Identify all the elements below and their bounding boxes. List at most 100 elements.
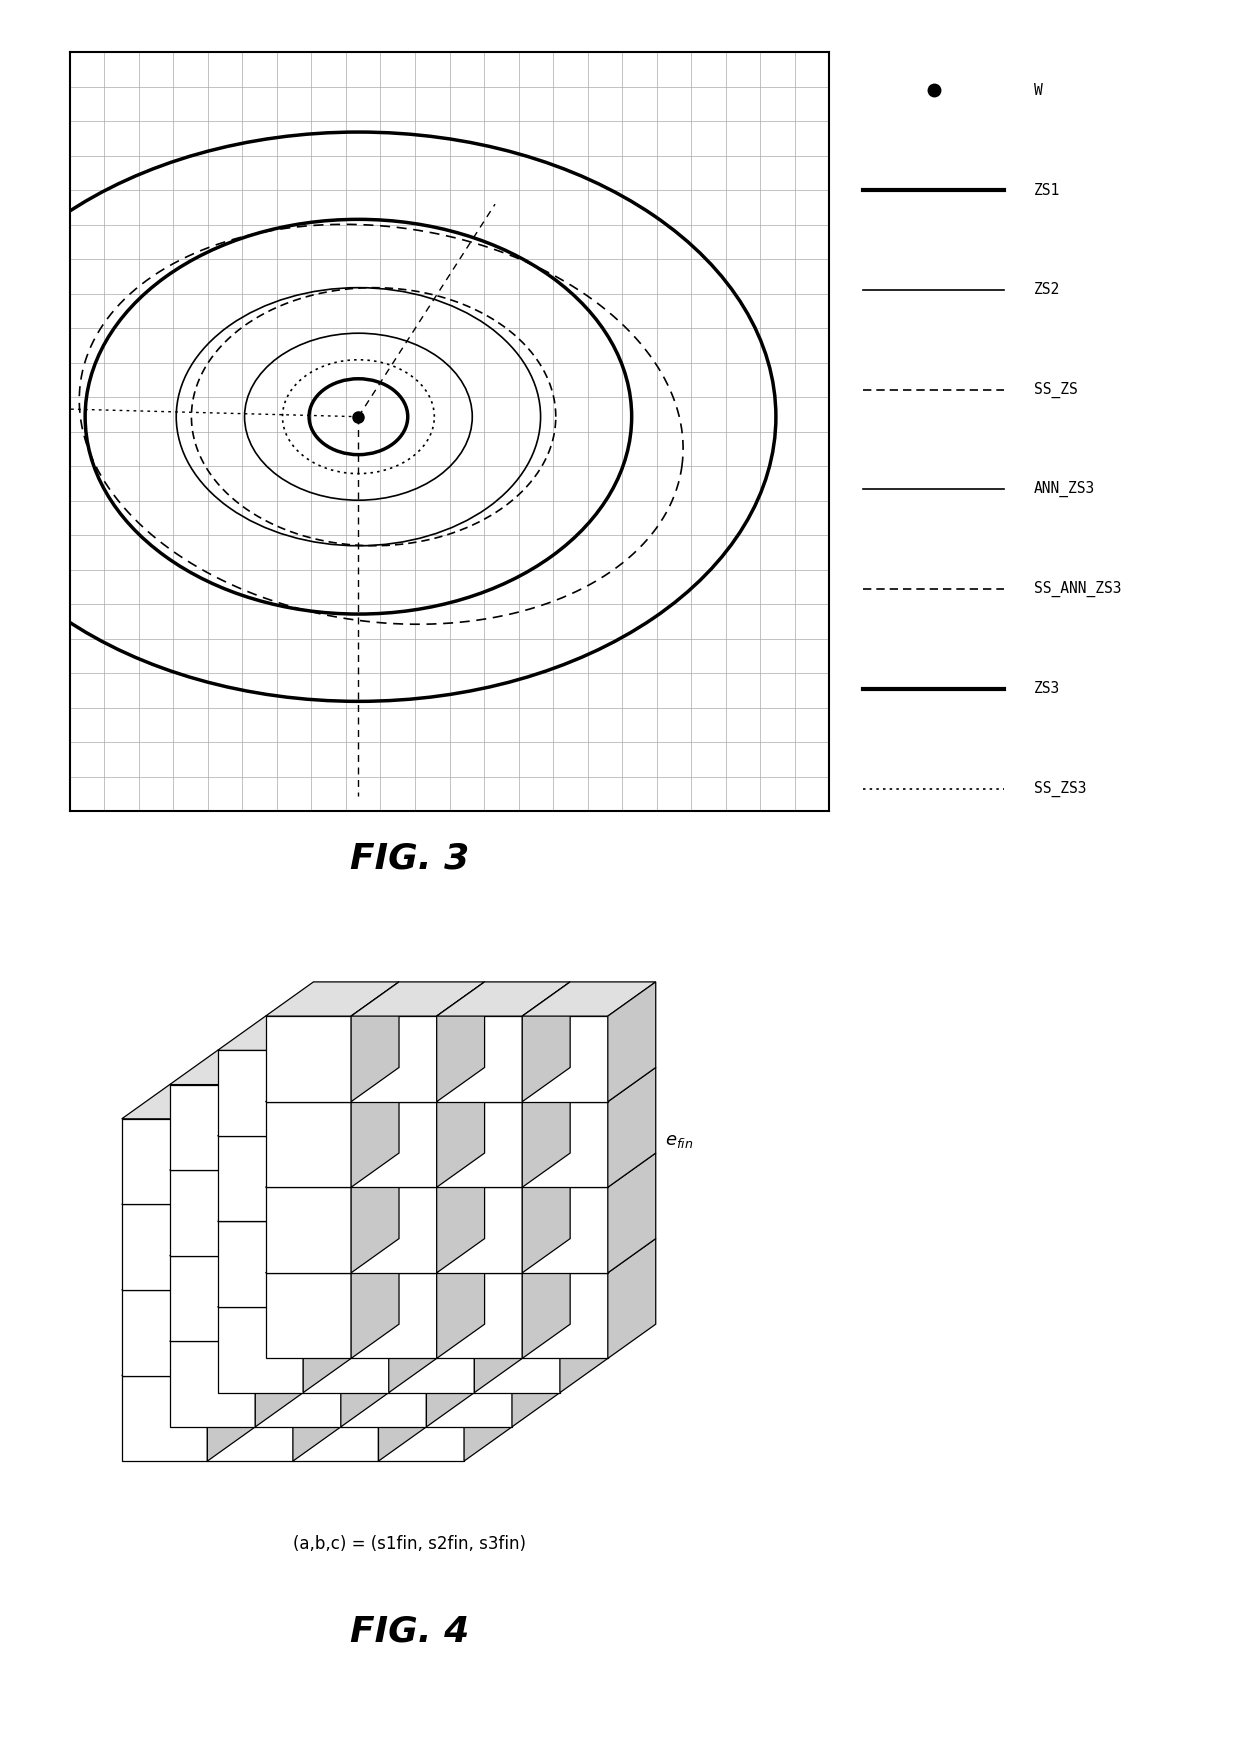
Polygon shape [389, 1101, 436, 1222]
Polygon shape [122, 1119, 207, 1204]
Polygon shape [265, 1239, 399, 1272]
Polygon shape [464, 1342, 512, 1461]
Polygon shape [255, 1256, 341, 1342]
Polygon shape [341, 1085, 427, 1171]
Polygon shape [255, 1171, 341, 1256]
Polygon shape [341, 1256, 427, 1342]
Polygon shape [427, 1136, 475, 1256]
Polygon shape [293, 1342, 427, 1375]
Polygon shape [303, 1272, 351, 1393]
Polygon shape [427, 1307, 560, 1342]
Polygon shape [341, 1050, 475, 1085]
Text: SS_ANN_ZS3: SS_ANN_ZS3 [1034, 581, 1122, 597]
Polygon shape [341, 1342, 427, 1427]
Polygon shape [303, 1101, 436, 1136]
Polygon shape [436, 982, 485, 1101]
Polygon shape [217, 1272, 351, 1307]
Polygon shape [512, 1222, 560, 1342]
Polygon shape [475, 1050, 560, 1136]
Polygon shape [378, 1119, 464, 1204]
Polygon shape [522, 1101, 608, 1187]
Text: ZS1: ZS1 [1034, 183, 1060, 197]
Polygon shape [255, 1136, 303, 1256]
Polygon shape [522, 1272, 608, 1358]
Polygon shape [255, 1222, 389, 1256]
Polygon shape [217, 1050, 303, 1136]
Polygon shape [389, 1187, 436, 1307]
Polygon shape [389, 1016, 436, 1136]
Polygon shape [303, 1136, 389, 1222]
Polygon shape [170, 1342, 255, 1427]
Polygon shape [522, 1187, 608, 1272]
Text: ZS3: ZS3 [1034, 681, 1060, 696]
Polygon shape [464, 1085, 512, 1204]
Polygon shape [122, 1204, 207, 1290]
Polygon shape [303, 1272, 436, 1307]
Polygon shape [122, 1171, 255, 1204]
Polygon shape [475, 1016, 608, 1050]
Polygon shape [427, 1342, 512, 1427]
Polygon shape [378, 1085, 427, 1204]
Polygon shape [207, 1342, 255, 1461]
Polygon shape [560, 1187, 608, 1307]
Polygon shape [378, 1290, 464, 1375]
Polygon shape [389, 1222, 475, 1307]
Polygon shape [255, 1222, 303, 1342]
Polygon shape [170, 1256, 255, 1342]
Text: SS_ZS: SS_ZS [1034, 382, 1078, 398]
Polygon shape [522, 1153, 570, 1272]
Polygon shape [475, 1307, 560, 1393]
Polygon shape [170, 1171, 255, 1256]
Polygon shape [475, 1222, 560, 1307]
Polygon shape [378, 1375, 464, 1461]
Polygon shape [303, 1050, 389, 1136]
Polygon shape [351, 1187, 436, 1272]
Polygon shape [560, 1272, 608, 1393]
Polygon shape [378, 1256, 512, 1290]
Polygon shape [170, 1085, 255, 1171]
Polygon shape [427, 1256, 512, 1342]
Polygon shape [427, 1171, 512, 1256]
Polygon shape [255, 1050, 389, 1085]
Polygon shape [293, 1375, 378, 1461]
Polygon shape [427, 1050, 475, 1171]
Polygon shape [217, 1136, 303, 1222]
Polygon shape [351, 1153, 485, 1187]
Polygon shape [351, 1153, 399, 1272]
Polygon shape [303, 1307, 389, 1393]
Polygon shape [255, 1307, 303, 1427]
Polygon shape [170, 1222, 303, 1256]
Polygon shape [522, 1239, 656, 1272]
Polygon shape [427, 1222, 475, 1342]
Polygon shape [207, 1171, 255, 1290]
Polygon shape [122, 1256, 255, 1290]
Polygon shape [475, 1272, 522, 1393]
Polygon shape [255, 1307, 389, 1342]
Polygon shape [255, 1136, 389, 1171]
Polygon shape [389, 1136, 475, 1222]
Polygon shape [170, 1136, 303, 1171]
Polygon shape [389, 1016, 522, 1050]
Polygon shape [436, 1153, 485, 1272]
Text: FIG. 3: FIG. 3 [350, 841, 469, 876]
Polygon shape [378, 1204, 464, 1290]
Polygon shape [389, 1272, 436, 1393]
Polygon shape [378, 1342, 512, 1375]
Polygon shape [341, 1050, 389, 1171]
Polygon shape [512, 1050, 560, 1171]
Polygon shape [436, 1016, 522, 1101]
Polygon shape [122, 1290, 207, 1375]
Polygon shape [378, 1171, 427, 1290]
Polygon shape [341, 1307, 389, 1427]
Polygon shape [303, 1222, 389, 1307]
Polygon shape [378, 1171, 512, 1204]
Polygon shape [427, 1222, 560, 1256]
Polygon shape [207, 1119, 293, 1204]
Polygon shape [303, 1187, 351, 1307]
Text: (a,b,c) = (s1fin, s2fin, s3fin): (a,b,c) = (s1fin, s2fin, s3fin) [293, 1536, 526, 1553]
Text: SS_ZS3: SS_ZS3 [1034, 780, 1086, 797]
Polygon shape [293, 1256, 427, 1290]
Polygon shape [436, 1153, 570, 1187]
Polygon shape [207, 1375, 293, 1461]
Polygon shape [207, 1171, 341, 1204]
